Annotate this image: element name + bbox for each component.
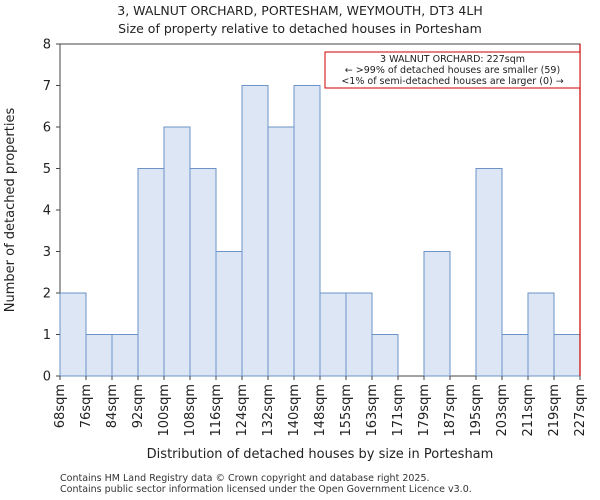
x-tick-label: 108sqm — [183, 384, 198, 437]
y-tick-label: 1 — [43, 328, 51, 343]
bar-84sqm — [111, 334, 139, 377]
bar-203sqm — [501, 334, 529, 377]
x-tick-label: 76sqm — [79, 384, 94, 428]
x-tick-label: 187sqm — [443, 384, 458, 437]
annotation-line: <1% of semi-detached houses are larger (… — [341, 76, 563, 87]
bar-108sqm — [189, 168, 217, 377]
x-tick-label: 211sqm — [521, 384, 536, 437]
bar-68sqm — [59, 292, 87, 377]
bar-195sqm — [475, 168, 503, 377]
bar-132sqm — [267, 126, 295, 377]
y-tick-label: 0 — [43, 370, 51, 385]
footer-copyright: Contains HM Land Registry data © Crown c… — [60, 473, 430, 484]
annotation-line: 3 WALNUT ORCHARD: 227sqm — [380, 54, 525, 65]
x-tick-label: 227sqm — [573, 384, 588, 437]
bar-124sqm — [241, 85, 269, 377]
bar-179sqm — [423, 251, 451, 377]
x-tick-label: 68sqm — [53, 384, 68, 428]
bar-140sqm — [293, 85, 321, 377]
annotation-line: ← >99% of detached houses are smaller (5… — [345, 65, 560, 76]
bar-116sqm — [215, 251, 243, 377]
x-tick-label: 195sqm — [469, 384, 484, 437]
bar-211sqm — [527, 292, 555, 377]
x-tick-label: 140sqm — [287, 384, 302, 437]
bar-92sqm — [137, 168, 165, 377]
bar-163sqm — [371, 334, 399, 377]
x-tick-label: 132sqm — [261, 384, 276, 437]
x-tick-label: 179sqm — [417, 384, 432, 437]
y-tick-label: 7 — [43, 79, 51, 94]
x-tick-label: 163sqm — [365, 384, 380, 437]
bar-155sqm — [345, 292, 373, 377]
x-axis-label: Distribution of detached houses by size … — [147, 447, 494, 462]
bar-148sqm — [319, 292, 347, 377]
chart-title-address: 3, WALNUT ORCHARD, PORTESHAM, WEYMOUTH, … — [117, 3, 483, 18]
y-tick-label: 2 — [43, 287, 51, 302]
x-tick-label: 116sqm — [209, 384, 224, 437]
x-tick-label: 148sqm — [313, 384, 328, 437]
x-tick-label: 171sqm — [391, 384, 406, 437]
y-tick-label: 4 — [43, 204, 51, 219]
x-tick-label: 84sqm — [105, 384, 120, 428]
x-tick-label: 100sqm — [157, 384, 172, 437]
y-axis-label: Number of detached properties — [3, 108, 18, 313]
y-tick-label: 6 — [43, 121, 51, 136]
x-tick-label: 124sqm — [235, 384, 250, 437]
x-tick-label: 155sqm — [339, 384, 354, 437]
y-tick-label: 5 — [43, 162, 51, 177]
x-tick-label: 92sqm — [131, 384, 146, 428]
y-tick-label: 3 — [43, 245, 51, 260]
x-tick-label: 219sqm — [547, 384, 562, 437]
footer-licence: Contains public sector information licen… — [60, 484, 472, 495]
y-tick-label: 8 — [43, 38, 51, 53]
bar-76sqm — [85, 334, 113, 377]
bar-219sqm — [553, 334, 581, 377]
x-tick-label: 203sqm — [495, 384, 510, 437]
bar-100sqm — [163, 126, 191, 377]
chart-title: Size of property relative to detached ho… — [118, 21, 482, 36]
annotation-box — [324, 51, 581, 89]
